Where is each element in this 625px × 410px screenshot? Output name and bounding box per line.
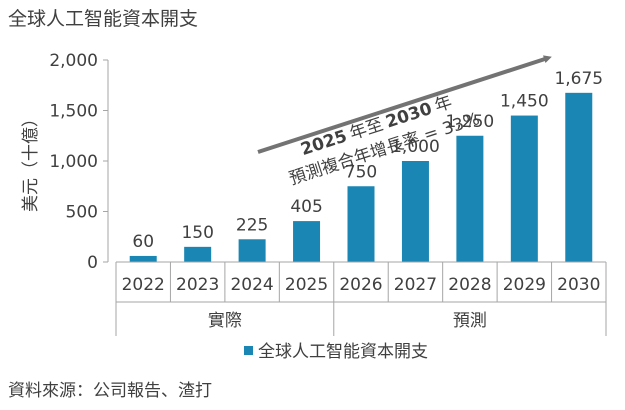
x-group-label-1: 預測 — [453, 311, 487, 331]
data-label-2029: 1,450 — [500, 92, 549, 112]
y-tick-label: 500 — [66, 203, 98, 223]
x-tick-label-2022: 2022 — [122, 275, 165, 295]
data-label-2027: 1,000 — [391, 137, 440, 157]
data-label-2028: 1,250 — [446, 112, 495, 132]
data-label-2025: 405 — [290, 197, 322, 217]
bar-2026 — [347, 186, 375, 262]
y-tick-label: 1,000 — [49, 152, 98, 172]
x-axis: 2022 2023 2024 2025 2026 2027 2028 2029 2030 實際 預測 — [115, 261, 607, 336]
x-tick-label-2025: 2025 — [285, 275, 328, 295]
x-group-label-0: 實際 — [208, 311, 242, 331]
y-axis-title: 美元（十億） — [21, 110, 41, 212]
chart-title: 全球人工智能資本開支 — [8, 8, 199, 30]
x-tick-label-2028: 2028 — [448, 275, 491, 295]
cagr-arrow — [257, 55, 552, 154]
bar-2022 — [129, 255, 157, 262]
data-label-2022: 60 — [132, 232, 154, 252]
x-tick-label-2030: 2030 — [557, 275, 600, 295]
bar-2024 — [238, 239, 266, 262]
y-axis: 0 500 1,000 1,500 2,000 美元（十億） — [21, 51, 109, 273]
bar-2028 — [456, 135, 484, 262]
bar-2023 — [184, 246, 212, 262]
bar-2025 — [293, 221, 321, 262]
source-note: 資料來源：公司報告、渣打 — [8, 381, 212, 401]
data-label-2030: 1,675 — [554, 69, 603, 89]
y-tick-label: 2,000 — [49, 51, 98, 71]
bar-2030 — [565, 92, 593, 262]
x-tick-label-2023: 2023 — [176, 275, 219, 295]
x-tick-label-2024: 2024 — [230, 275, 273, 295]
y-tick-label: 1,500 — [49, 102, 98, 122]
bar-2027 — [401, 161, 429, 262]
x-tick-label-2029: 2029 — [503, 275, 546, 295]
y-tick-label: 0 — [87, 253, 98, 273]
legend-label: 全球人工智能資本開支 — [258, 342, 428, 362]
legend-swatch — [244, 346, 253, 355]
data-label-2023: 150 — [181, 223, 213, 243]
data-label-2026: 750 — [345, 162, 377, 182]
cagr-year-suffix: 年 — [432, 92, 454, 116]
legend: 全球人工智能資本開支 — [244, 342, 428, 362]
x-tick-label-2026: 2026 — [339, 275, 382, 295]
x-tick-label-2027: 2027 — [394, 275, 437, 295]
data-label-2024: 225 — [236, 215, 268, 235]
bar-2029 — [510, 115, 538, 262]
